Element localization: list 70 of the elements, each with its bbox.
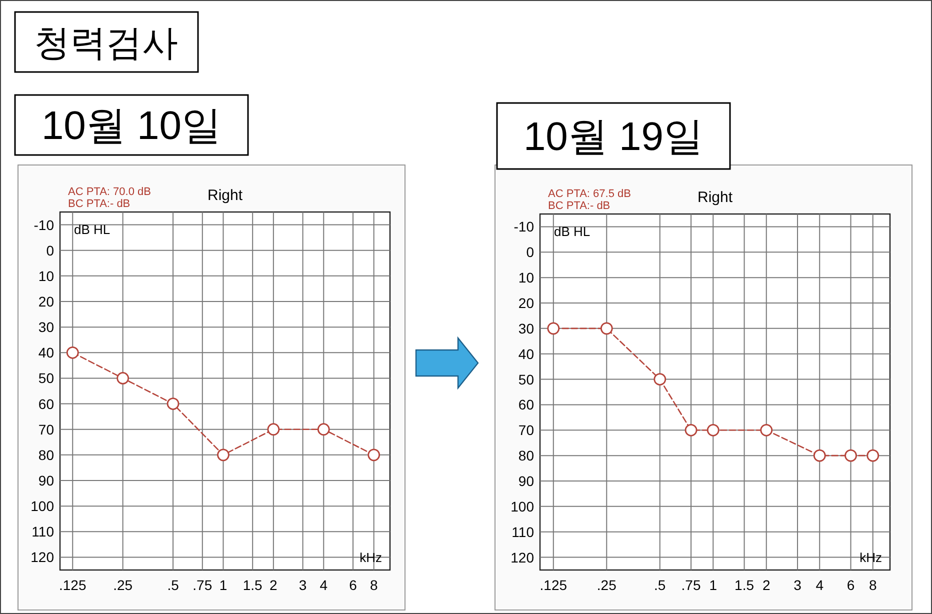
point — [116, 372, 130, 384]
x-axis-title: kHz — [860, 550, 882, 565]
x-tick-label: 3 — [298, 577, 307, 593]
point — [368, 448, 380, 462]
x-tick-label: .25 — [113, 577, 133, 593]
y-tick-label: 70 — [518, 422, 534, 438]
x-tick-label: 2 — [270, 577, 278, 593]
y-tick-label: 30 — [518, 320, 534, 336]
y-tick-label: 60 — [518, 396, 534, 413]
y-tick-label: 80 — [38, 446, 54, 463]
x-tick-label: .5 — [167, 577, 180, 593]
y-tick-label: 90 — [38, 472, 54, 488]
chart-title: 10월 10일 — [41, 104, 222, 148]
x-tick-label: .25 — [596, 577, 617, 593]
x-tick-label: .125 — [540, 577, 568, 593]
x-tick-label: .125 — [59, 577, 86, 593]
text: BC PTA:- dB — [548, 200, 610, 212]
text: AC PTA: 67.5 dB — [548, 188, 631, 200]
y-axis-title: dB HL — [554, 224, 590, 239]
text: BC PTA:- dB — [68, 198, 130, 210]
y-tick-label: 30 — [38, 319, 54, 336]
x-tick-label: 2 — [762, 577, 770, 593]
y-tick-label: 120 — [510, 549, 534, 566]
y-tick-label: 80 — [518, 448, 534, 464]
x-tick-label: .5 — [654, 577, 666, 593]
point — [166, 398, 180, 410]
y-tick-label: 90 — [518, 473, 534, 489]
y-tick-label: 50 — [518, 371, 534, 388]
y-tick-label: 60 — [38, 396, 54, 412]
y-tick-label: 10 — [38, 268, 54, 284]
point — [267, 423, 280, 436]
y-tick-label: 70 — [38, 421, 54, 438]
text: AC PTA: 70.0 dB — [68, 186, 151, 198]
y-axis-title: dB HL — [74, 222, 110, 237]
x-tick-label: 6 — [846, 577, 855, 593]
y-tick-label: -10 — [514, 218, 534, 235]
chart-subtitle: Right — [207, 187, 244, 204]
x-axis-title: kHz — [360, 550, 382, 565]
y-tick-label: 20 — [518, 295, 534, 311]
y-tick-label: 20 — [38, 294, 54, 310]
y-tick-label: 10 — [518, 270, 534, 286]
y-tick-label: 100 — [510, 498, 534, 514]
x-tick-label: .75 — [192, 577, 212, 593]
point — [217, 448, 230, 462]
x-tick-label: 1 — [709, 577, 718, 593]
point — [66, 346, 79, 359]
x-tick-label: 4 — [816, 577, 824, 593]
x-tick-label: 6 — [349, 577, 358, 593]
y-tick-label: 0 — [526, 244, 534, 260]
x-tick-label: 8 — [868, 577, 877, 593]
x-tick-label: 1.5 — [242, 577, 263, 593]
x-tick-label: 8 — [370, 577, 378, 593]
x-tick-label: 3 — [794, 577, 802, 593]
y-tick-label: 110 — [512, 524, 534, 540]
y-tick-label: 40 — [518, 346, 534, 362]
y-tick-label: 120 — [30, 549, 54, 566]
x-tick-label: 1.5 — [734, 577, 754, 593]
x-tick-label: 1 — [219, 577, 228, 593]
y-tick-label: -10 — [34, 216, 54, 233]
y-tick-label: 100 — [30, 498, 54, 514]
y-tick-label: 110 — [32, 524, 54, 540]
y-tick-label: 50 — [38, 370, 54, 386]
x-tick-label: 4 — [320, 577, 328, 593]
text: 청력검사 — [34, 22, 178, 63]
chart-subtitle: Right — [697, 189, 734, 206]
y-tick-label: 0 — [46, 242, 54, 258]
point — [317, 423, 330, 436]
chart-title: 10월 19일 — [523, 115, 704, 159]
y-tick-label: 40 — [38, 344, 54, 361]
x-tick-label: .75 — [681, 577, 701, 593]
